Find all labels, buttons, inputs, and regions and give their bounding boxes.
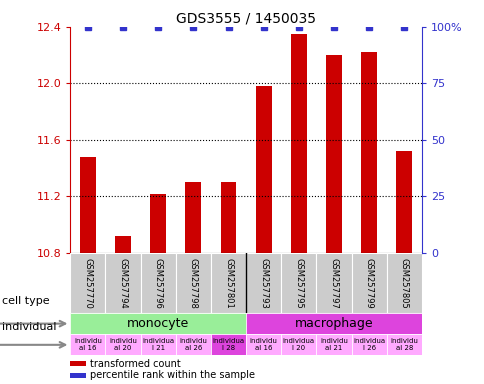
Text: GSM257798: GSM257798 bbox=[188, 258, 197, 308]
Bar bbox=[70, 373, 86, 378]
Text: monocyte: monocyte bbox=[127, 317, 189, 330]
Text: macrophage: macrophage bbox=[294, 317, 373, 330]
Text: individua
l 28: individua l 28 bbox=[212, 338, 244, 351]
Bar bbox=[80, 157, 96, 253]
Bar bbox=[70, 253, 105, 313]
Bar bbox=[290, 34, 306, 253]
Text: individua
l 21: individua l 21 bbox=[142, 338, 174, 351]
Text: individu
al 16: individu al 16 bbox=[74, 338, 102, 351]
Text: GSM257795: GSM257795 bbox=[294, 258, 303, 308]
Bar bbox=[316, 253, 351, 313]
Text: GSM257793: GSM257793 bbox=[258, 258, 268, 308]
Text: GSM257770: GSM257770 bbox=[83, 258, 92, 308]
Text: GSM257805: GSM257805 bbox=[399, 258, 408, 308]
Bar bbox=[211, 334, 245, 356]
Bar bbox=[70, 361, 86, 366]
Bar bbox=[386, 334, 421, 356]
Bar bbox=[351, 253, 386, 313]
Bar bbox=[245, 253, 281, 313]
Bar bbox=[140, 334, 175, 356]
Text: individu
al 26: individu al 26 bbox=[179, 338, 207, 351]
Title: GDS3555 / 1450035: GDS3555 / 1450035 bbox=[176, 12, 316, 26]
Text: individu
al 28: individu al 28 bbox=[390, 338, 417, 351]
Bar bbox=[316, 334, 351, 356]
Bar bbox=[211, 253, 245, 313]
Bar bbox=[140, 253, 175, 313]
Bar bbox=[115, 236, 131, 253]
Bar bbox=[245, 313, 421, 334]
Bar bbox=[386, 253, 421, 313]
Bar bbox=[255, 86, 271, 253]
Text: GSM257797: GSM257797 bbox=[329, 258, 338, 308]
Bar bbox=[185, 182, 201, 253]
Bar bbox=[281, 334, 316, 356]
Text: individua
l 26: individua l 26 bbox=[352, 338, 384, 351]
Bar bbox=[175, 253, 211, 313]
Text: GSM257799: GSM257799 bbox=[364, 258, 373, 308]
Text: individua
l 20: individua l 20 bbox=[282, 338, 314, 351]
Text: GSM257801: GSM257801 bbox=[224, 258, 233, 308]
Bar bbox=[70, 313, 245, 334]
Bar bbox=[245, 334, 281, 356]
Text: GSM257796: GSM257796 bbox=[153, 258, 163, 308]
Text: individual: individual bbox=[2, 322, 57, 332]
Bar bbox=[281, 253, 316, 313]
Bar bbox=[395, 151, 411, 253]
Text: transformed count: transformed count bbox=[90, 359, 180, 369]
Text: cell type: cell type bbox=[2, 296, 50, 306]
Bar bbox=[325, 55, 341, 253]
Text: individu
al 21: individu al 21 bbox=[319, 338, 347, 351]
Bar bbox=[175, 334, 211, 356]
Text: individu
al 16: individu al 16 bbox=[249, 338, 277, 351]
Bar bbox=[351, 334, 386, 356]
Bar bbox=[361, 52, 377, 253]
Bar bbox=[105, 334, 140, 356]
Text: individu
al 20: individu al 20 bbox=[109, 338, 136, 351]
Bar bbox=[220, 182, 236, 253]
Text: percentile rank within the sample: percentile rank within the sample bbox=[90, 371, 254, 381]
Bar bbox=[105, 253, 140, 313]
Text: GSM257794: GSM257794 bbox=[118, 258, 127, 308]
Bar bbox=[70, 334, 105, 356]
Bar bbox=[150, 194, 166, 253]
